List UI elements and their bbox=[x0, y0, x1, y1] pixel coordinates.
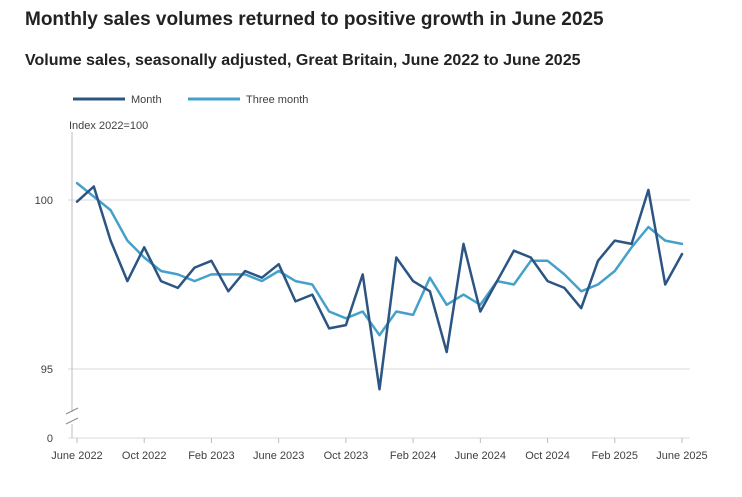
chart-title: Monthly sales volumes returned to positi… bbox=[25, 9, 604, 30]
axis-break-marker bbox=[65, 407, 79, 425]
gridlines bbox=[68, 199, 690, 439]
chart-subtitle: Volume sales, seasonally adjusted, Great… bbox=[25, 52, 581, 69]
x-tick-label: June 2024 bbox=[455, 450, 506, 462]
x-tick-label: June 2023 bbox=[253, 450, 304, 462]
series bbox=[75, 181, 684, 391]
legend-item-three-month[interactable]: Three month bbox=[188, 94, 308, 106]
y-tick-label-100: 100 bbox=[35, 195, 53, 207]
x-tick-label: Feb 2023 bbox=[188, 450, 234, 462]
legend-item-month[interactable]: Month bbox=[73, 94, 162, 106]
axes: 100 95 0 June 2022 Oct 2022 Feb 2023 June 2023… bbox=[35, 132, 708, 462]
x-tick-label: Feb 2025 bbox=[592, 450, 638, 462]
legend-label-month: Month bbox=[131, 94, 162, 106]
x-tick-label: June 2022 bbox=[51, 450, 102, 462]
x-tick-label: Oct 2023 bbox=[324, 450, 369, 462]
legend-label-three-month: Three month bbox=[246, 94, 308, 106]
y-axis-title: Index 2022=100 bbox=[69, 120, 148, 132]
legend: Month Three month bbox=[73, 94, 308, 106]
series-line-three-month[interactable] bbox=[75, 181, 684, 337]
x-tick-label: Oct 2024 bbox=[525, 450, 570, 462]
x-tick-label: Feb 2024 bbox=[390, 450, 436, 462]
y-tick-label-95: 95 bbox=[41, 364, 53, 376]
series-line-month[interactable] bbox=[75, 185, 684, 391]
x-tick-label: June 2025 bbox=[656, 450, 707, 462]
y-tick-label-zero: 0 bbox=[47, 433, 53, 445]
x-tick-label: Oct 2022 bbox=[122, 450, 167, 462]
